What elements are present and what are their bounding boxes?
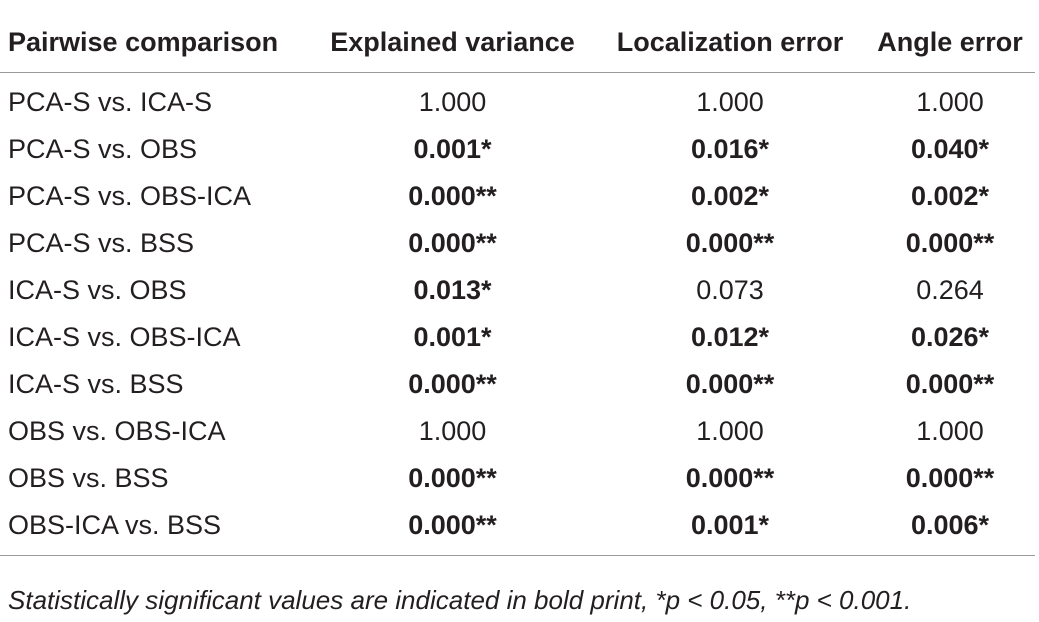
comparison-label-cell: OBS vs. OBS-ICA [8, 416, 226, 446]
column-header-localization-error: Localization error [595, 12, 865, 73]
explained-variance-cell: 0.000** [408, 181, 497, 211]
explained-variance-cell: 0.000** [408, 463, 497, 493]
table-row: OBS-ICA vs. BSS 0.000** 0.001* 0.006* [0, 502, 1035, 556]
comparison-label-cell: PCA-S vs. BSS [8, 228, 195, 258]
localization-error-cell: 0.016* [690, 134, 770, 164]
explained-variance-cell: 0.000** [408, 228, 497, 258]
localization-error-cell: 0.002* [690, 181, 770, 211]
column-header-explained-variance: Explained variance [310, 12, 595, 73]
localization-error-cell: 0.000** [685, 228, 775, 258]
table-row: OBS vs. BSS 0.000** 0.000** 0.000** [0, 455, 1035, 502]
angle-error-cell: 0.000** [905, 463, 995, 493]
comparison-label-cell: PCA-S vs. OBS [8, 134, 198, 164]
table-row: PCA-S vs. BSS 0.000** 0.000** 0.000** [0, 220, 1035, 267]
table-row: PCA-S vs. OBS-ICA 0.000** 0.002* 0.002* [0, 173, 1035, 220]
comparison-label-cell: ICA-S vs. OBS [8, 275, 187, 305]
angle-error-cell: 0.040* [910, 134, 990, 164]
localization-error-cell: 0.001* [595, 502, 865, 556]
explained-variance-cell: 1.000 [418, 87, 487, 117]
explained-variance-cell: 0.000** [310, 502, 595, 556]
pairwise-comparison-table: Pairwise comparison Explained variance L… [0, 12, 1035, 556]
comparison-label-cell: ICA-S vs. BSS [8, 369, 184, 399]
table-row: PCA-S vs. ICA-S 1.000 1.000 1.000 [0, 73, 1035, 127]
comparison-label-cell: ICA-S vs. OBS-ICA [8, 322, 241, 352]
column-header-comparison: Pairwise comparison [0, 12, 310, 73]
comparison-label-cell: OBS-ICA vs. BSS [0, 502, 310, 556]
column-header-angle-error: Angle error [865, 12, 1035, 73]
angle-error-cell: 0.006* [865, 502, 1035, 556]
angle-error-cell: 0.002* [910, 181, 990, 211]
explained-variance-cell: 1.000 [418, 416, 487, 446]
table-body: PCA-S vs. ICA-S 1.000 1.000 1.000 PCA-S vs. … [0, 73, 1035, 556]
explained-variance-cell: 0.000** [408, 369, 497, 399]
explained-variance-cell: 0.013* [413, 275, 492, 305]
table-row: OBS vs. OBS-ICA 1.000 1.000 1.000 [0, 408, 1035, 455]
angle-error-cell: 1.000 [916, 87, 984, 117]
table-row: ICA-S vs. OBS 0.013* 0.073 0.264 [0, 267, 1035, 314]
angle-error-cell: 0.000** [905, 369, 995, 399]
explained-variance-cell: 0.001* [413, 134, 492, 164]
header-row: Pairwise comparison Explained variance L… [0, 12, 1035, 73]
explained-variance-cell: 0.001* [413, 322, 492, 352]
angle-error-cell: 0.026* [910, 322, 990, 352]
localization-error-cell: 1.000 [696, 87, 764, 117]
table-row: ICA-S vs. BSS 0.000** 0.000** 0.000** [0, 361, 1035, 408]
comparison-label-cell: PCA-S vs. ICA-S [8, 87, 213, 117]
table-footnote: Statistically significant values are ind… [8, 585, 912, 615]
table-row: ICA-S vs. OBS-ICA 0.001* 0.012* 0.026* [0, 314, 1035, 361]
angle-error-cell: 1.000 [916, 416, 984, 446]
table-row: PCA-S vs. OBS 0.001* 0.016* 0.040* [0, 126, 1035, 173]
angle-error-cell: 0.264 [916, 275, 984, 305]
localization-error-cell: 0.000** [685, 463, 775, 493]
comparison-label-cell: OBS vs. BSS [8, 463, 169, 493]
localization-error-cell: 0.000** [685, 369, 775, 399]
localization-error-cell: 0.012* [690, 322, 770, 352]
table-header: Pairwise comparison Explained variance L… [0, 12, 1035, 73]
localization-error-cell: 1.000 [696, 416, 764, 446]
comparison-label-cell: PCA-S vs. OBS-ICA [8, 181, 252, 211]
angle-error-cell: 0.000** [905, 228, 995, 258]
localization-error-cell: 0.073 [696, 275, 764, 305]
